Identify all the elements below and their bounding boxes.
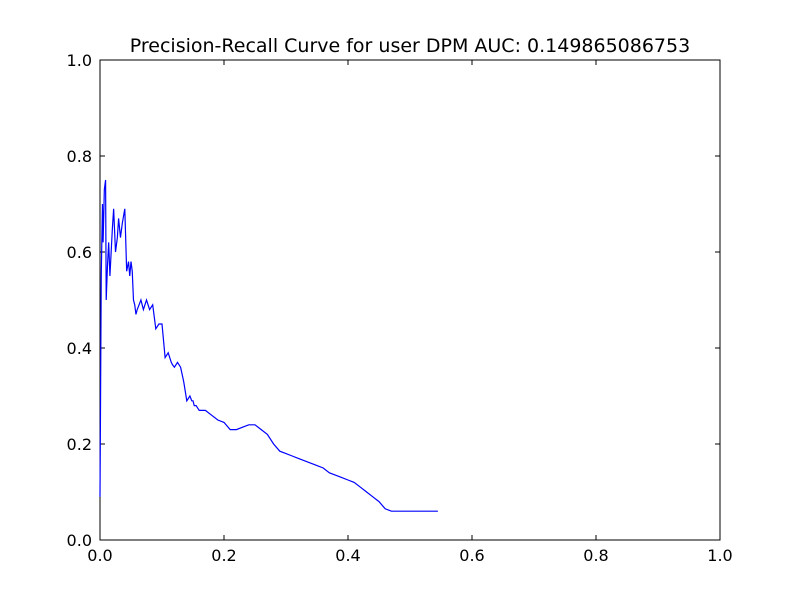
x-tick-label: 0.4 — [335, 546, 360, 565]
pr-curve-line — [99, 179, 438, 512]
y-tick-label: 0.4 — [67, 339, 92, 358]
series-layer — [99, 179, 438, 512]
x-tick-label: 0.2 — [211, 546, 236, 565]
y-tick-label: 0.6 — [67, 243, 92, 262]
x-axis: 0.0 0.2 0.4 0.6 0.8 1.0 — [87, 60, 733, 565]
plot-area — [99, 59, 721, 541]
chart-title: Precision-Recall Curve for user DPM AUC:… — [130, 35, 690, 57]
x-tick-label: 0.8 — [583, 546, 608, 565]
y-tick-label: 0.0 — [67, 531, 92, 550]
y-tick-label: 0.8 — [67, 147, 92, 166]
y-tick-label: 1.0 — [67, 51, 92, 70]
y-axis: 0.0 0.2 0.4 0.6 0.8 1.0 — [67, 51, 720, 550]
x-tick-label: 1.0 — [707, 546, 732, 565]
x-tick-label: 0.0 — [87, 546, 112, 565]
x-tick-label: 0.6 — [459, 546, 484, 565]
y-tick-label: 0.2 — [67, 435, 92, 454]
